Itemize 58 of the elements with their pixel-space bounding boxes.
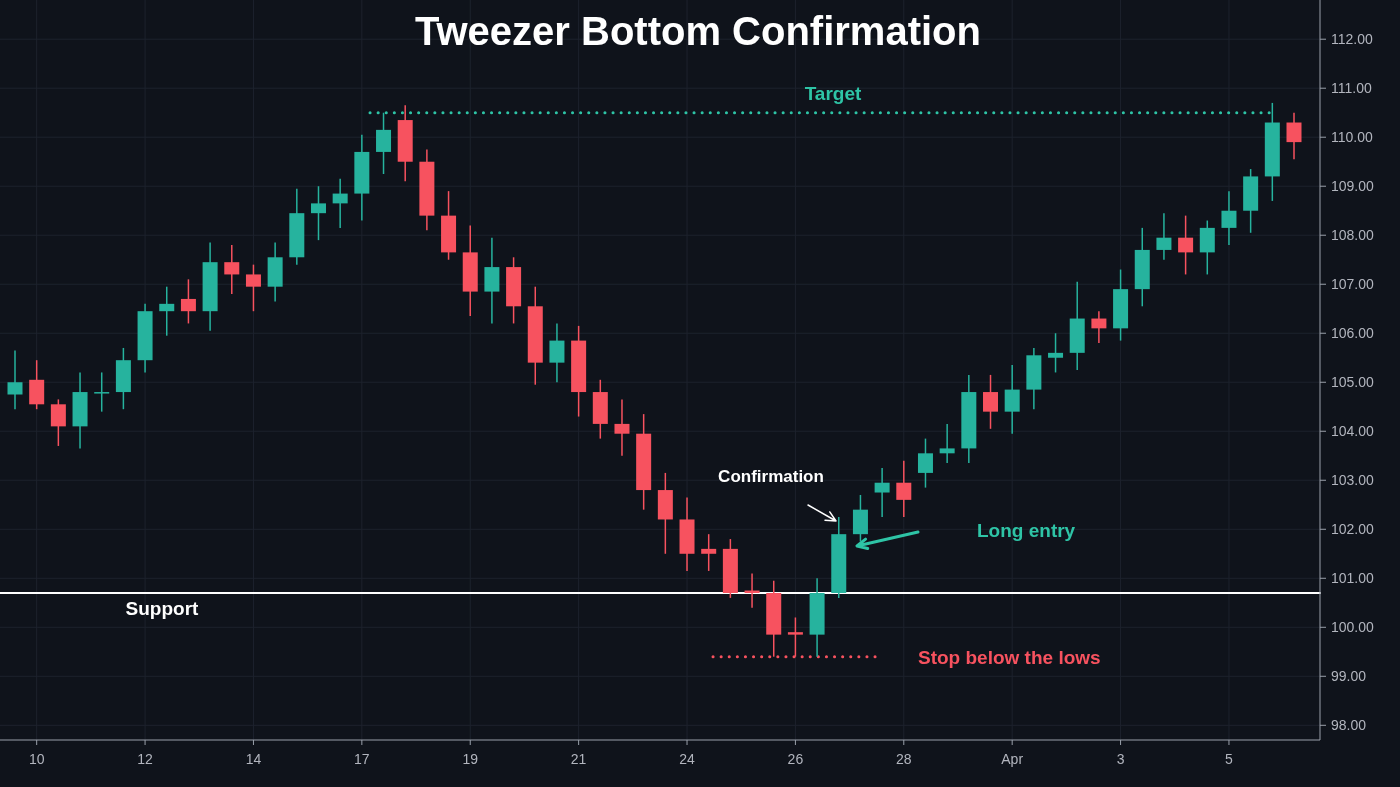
y-tick-label: 101.00	[1331, 570, 1375, 587]
ref-line-label: Target	[804, 82, 862, 104]
candlestick	[94, 371, 110, 413]
candlestick	[1221, 190, 1237, 246]
y-tick-label: 110.00	[1331, 129, 1373, 146]
y-tick-label: 100.00	[1331, 619, 1375, 636]
y-tick-label: 111.00	[1331, 80, 1372, 97]
x-tick-label: 3	[1116, 750, 1125, 767]
chart-title: Tweezer Bottom Confirmation	[415, 9, 981, 53]
candlestick	[549, 322, 565, 383]
candlestick	[1004, 364, 1020, 435]
candlestick	[896, 459, 912, 518]
y-tick-label: 107.00	[1331, 276, 1375, 293]
candlestick	[939, 423, 955, 464]
candlestick	[1156, 212, 1172, 261]
candlestick	[245, 263, 261, 312]
candlestick	[159, 285, 175, 337]
candlestick	[917, 437, 933, 489]
annotation: Confirmation	[718, 467, 824, 486]
candlestick	[874, 467, 890, 518]
y-tick-label: 102.00	[1331, 521, 1375, 538]
y-tick-label: 105.00	[1331, 374, 1375, 391]
y-tick-label: 103.00	[1331, 472, 1375, 489]
x-tick-label: 17	[354, 750, 370, 767]
candlestick	[1048, 332, 1064, 374]
candlestick	[1178, 214, 1194, 276]
candlestick	[310, 185, 326, 241]
x-tick-label: 10	[28, 750, 45, 767]
y-tick-label: 112.00	[1331, 31, 1373, 48]
x-tick-label: 5	[1225, 750, 1234, 767]
x-tick-label: 28	[896, 750, 912, 767]
candlestick	[50, 398, 66, 447]
y-tick-label: 104.00	[1331, 423, 1375, 440]
x-tick-label: 21	[570, 750, 587, 767]
candlestick	[180, 278, 196, 325]
candlestick	[1286, 111, 1302, 161]
annotation: Long entry	[977, 520, 1076, 541]
candlestick	[376, 111, 392, 175]
y-tick-label: 109.00	[1331, 178, 1375, 195]
ref-line-label: Stop below the lows	[918, 646, 1101, 668]
candlestick	[224, 244, 240, 295]
ref-line-label: Support	[125, 597, 200, 619]
y-tick-label: 106.00	[1331, 325, 1375, 342]
candlestick	[701, 533, 717, 572]
x-tick-label: 26	[787, 750, 804, 767]
candlestick	[983, 374, 999, 430]
x-tick-label: 24	[679, 750, 696, 767]
x-tick-label: 19	[462, 750, 479, 767]
x-tick-label: 14	[245, 750, 262, 767]
candlestick	[7, 349, 23, 410]
candlestick	[1091, 310, 1107, 344]
x-tick-label: Apr	[1001, 750, 1024, 767]
candlestick	[332, 178, 348, 229]
y-tick-label: 99.00	[1331, 668, 1367, 685]
candlestick	[614, 398, 630, 457]
y-tick-label: 98.00	[1331, 717, 1367, 734]
y-tick-label: 108.00	[1331, 227, 1375, 244]
x-tick-label: 12	[137, 750, 154, 767]
